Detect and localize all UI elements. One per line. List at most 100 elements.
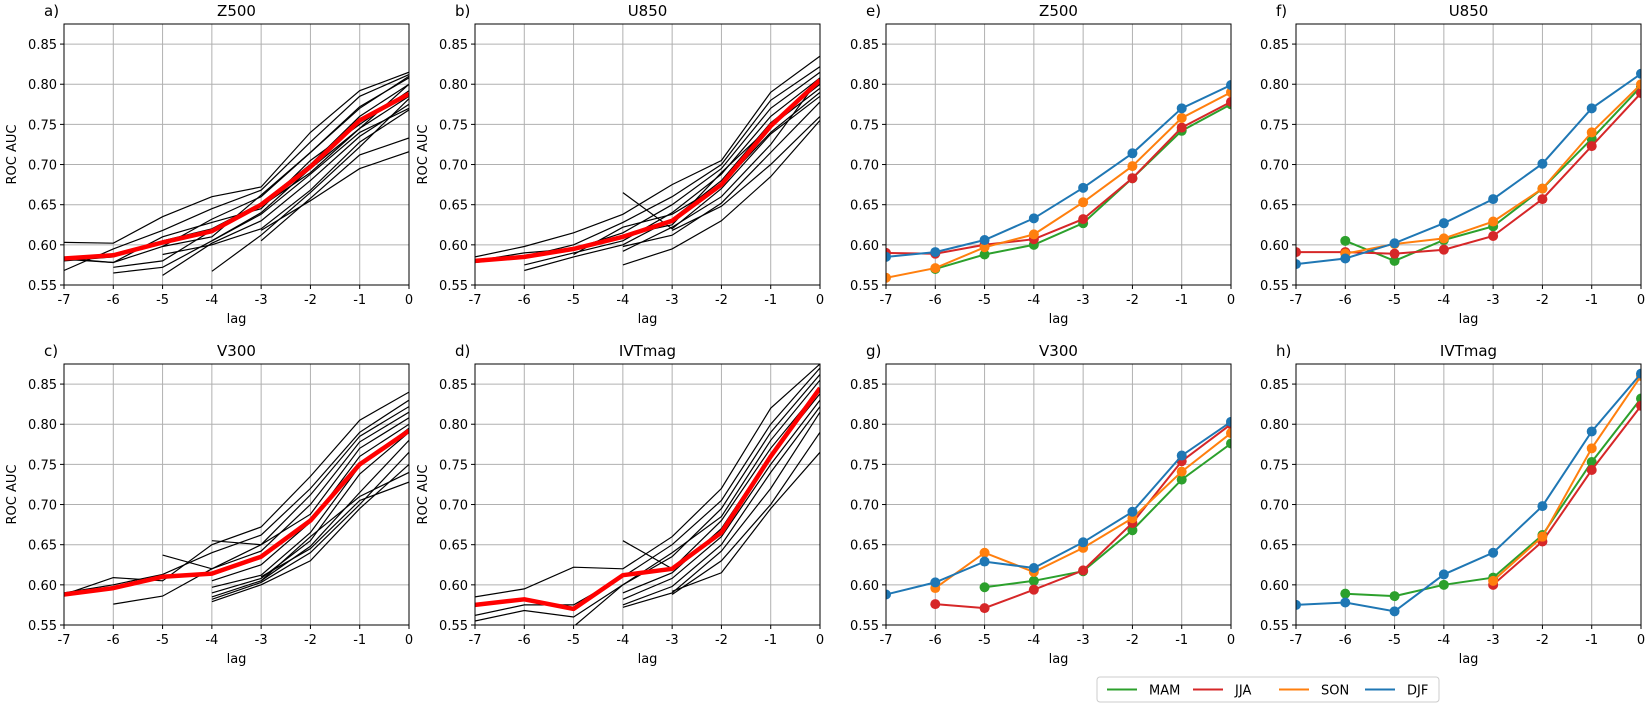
series-point-mam	[1438, 579, 1449, 590]
series-point-son	[1226, 428, 1231, 439]
series-point-son	[1078, 197, 1089, 208]
series-point-djf	[886, 251, 891, 262]
panel-e: -7 -6 -5 -4 -3 -2 -1 0 0.55 0.60 0.65 0.70 0.75 0.80 0…	[850, 2, 1235, 327]
x-axis-label: lag	[638, 312, 658, 327]
x-tick-label: 0	[405, 633, 413, 648]
x-tick-label: -7	[469, 633, 482, 648]
axes-frame	[474, 363, 821, 626]
member-line-5	[622, 387, 820, 570]
member-line-4	[162, 411, 409, 570]
series-point-djf	[1028, 213, 1039, 224]
x-tick-label: -6	[107, 293, 120, 308]
x-tick-label: -7	[469, 293, 482, 308]
y-tick-label: 0.65	[850, 539, 879, 554]
panel-h: -7 -6 -5 -4 -3 -2 -1 0 0.55 0.60 0.65 0.70 0.75 0.80 0…	[1260, 342, 1645, 667]
series-point-jja	[930, 599, 941, 610]
series-point-son	[1636, 79, 1641, 90]
member-line-9	[162, 109, 409, 256]
member-line-3	[475, 71, 820, 262]
member-line-12	[671, 115, 820, 231]
y-tick-label: 0.80	[28, 78, 57, 93]
member-line-4	[574, 379, 820, 625]
member-line-9	[211, 439, 409, 598]
y-tick-label: 0.65	[439, 539, 468, 554]
series-point-djf	[1340, 597, 1351, 608]
panel-c: -7 -6 -5 -4 -3 -2 -1 0 0.55 0.60 0.65 0.70 0.75 0.80 0…	[5, 342, 413, 667]
y-tick-label: 0.80	[850, 418, 879, 433]
member-line-11	[671, 451, 820, 592]
y-tick-label: 0.65	[28, 199, 57, 214]
series-point-son	[1537, 183, 1548, 194]
series-line-mam	[984, 442, 1231, 589]
x-axis-label: lag	[227, 652, 247, 667]
member-line-3	[64, 77, 409, 264]
x-tick-label: -3	[1077, 633, 1090, 648]
y-tick-label: 0.70	[1260, 159, 1289, 174]
legend-box	[1096, 676, 1440, 703]
series-point-jja	[1078, 565, 1089, 576]
y-tick-label: 0.80	[28, 418, 57, 433]
y-tick-label: 0.60	[1260, 239, 1289, 254]
y-tick-label: 0.55	[850, 279, 879, 294]
series-point-jja	[1488, 231, 1499, 242]
x-tick-label: -7	[1290, 633, 1303, 648]
x-tick-label: 0	[1227, 293, 1235, 308]
member-line-10	[671, 431, 820, 595]
x-tick-label: -3	[666, 293, 679, 308]
x-tick-label: -1	[1175, 293, 1188, 308]
y-tick-label: 0.70	[850, 159, 879, 174]
series-point-mam	[1389, 591, 1400, 602]
y-tick-label: 0.70	[28, 159, 57, 174]
legend-item-jja: JJA	[1193, 684, 1251, 699]
legend-label: SON	[1321, 684, 1349, 699]
series-point-son	[1586, 443, 1597, 454]
x-tick-label: -4	[1027, 633, 1040, 648]
y-tick-label: 0.80	[1260, 418, 1289, 433]
series-point-djf	[1296, 599, 1301, 610]
series-line-son	[886, 91, 1231, 279]
y-tick-label: 0.75	[1260, 118, 1289, 133]
series-point-djf	[1537, 158, 1548, 169]
series-point-son	[1537, 531, 1548, 542]
x-tick-label: -4	[205, 633, 218, 648]
legend-label: DJF	[1407, 684, 1428, 699]
axes-frame	[63, 363, 410, 626]
series-point-djf	[1389, 606, 1400, 617]
x-axis-label: lag	[1049, 312, 1069, 327]
y-tick-label: 0.55	[1260, 619, 1289, 634]
x-axis-label: lag	[227, 312, 247, 327]
chart-title: U850	[628, 2, 668, 20]
panel-label: g)	[866, 342, 881, 360]
series-point-djf	[1586, 103, 1597, 114]
y-tick-label: 0.80	[439, 78, 468, 93]
series-point-son	[1176, 466, 1187, 477]
x-tick-label: -3	[255, 293, 268, 308]
y-tick-label: 0.65	[1260, 539, 1289, 554]
series-point-mam	[1389, 255, 1400, 266]
y-tick-label: 0.85	[850, 38, 879, 53]
member-line-7	[622, 399, 820, 600]
series-point-mam	[1340, 588, 1351, 599]
x-axis-label: lag	[1049, 652, 1069, 667]
x-tick-label: -7	[58, 633, 71, 648]
series-point-jja	[1389, 248, 1400, 259]
series-line-jja	[1492, 405, 1641, 586]
series-point-djf	[886, 589, 891, 600]
axes-frame	[1295, 363, 1642, 626]
panel-f: -7 -6 -5 -4 -3 -2 -1 0 0.55 0.60 0.65 0.70 0.75 0.80 0…	[1260, 2, 1645, 327]
panel-b: -7 -6 -5 -4 -3 -2 -1 0 0.55 0.60 0.65 0.70 0.75 0.80 0…	[416, 2, 824, 327]
x-tick-label: -1	[1175, 633, 1188, 648]
x-tick-label: 0	[405, 293, 413, 308]
x-tick-label: -4	[1437, 633, 1450, 648]
legend-label: JJA	[1234, 684, 1251, 699]
x-tick-label: -1	[1585, 293, 1598, 308]
member-line-7	[573, 91, 820, 256]
y-tick-label: 0.75	[439, 458, 468, 473]
series-point-jja	[1078, 214, 1089, 225]
member-line-8	[211, 431, 409, 594]
plot-area	[64, 391, 409, 605]
series-point-jja	[1586, 465, 1597, 476]
member-line-11	[622, 77, 820, 252]
plot-area	[475, 55, 820, 272]
member-line-1	[475, 55, 820, 258]
